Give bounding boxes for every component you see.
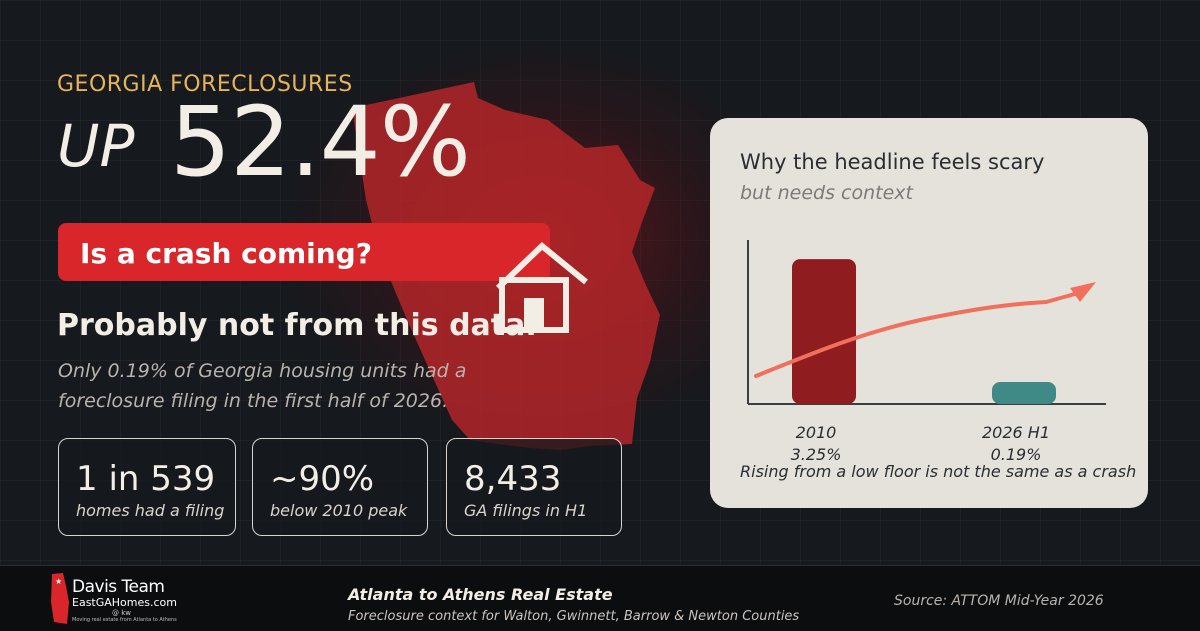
- logo-georgia-icon: ★: [51, 573, 69, 624]
- context-panel: Why the headline feels scary but needs c…: [710, 118, 1148, 508]
- stat-card-peak-comparison: ~90% below 2010 peak: [252, 438, 428, 536]
- footer-bar: [0, 565, 1200, 631]
- stat-card-filings-count: 8,433 GA filings in H1: [446, 438, 622, 536]
- chart-trend-line: [754, 300, 1048, 378]
- stat-value: 8,433: [464, 459, 562, 499]
- logo-name: Davis Team: [72, 577, 165, 597]
- stat-value: ~90%: [270, 459, 375, 499]
- stat-label: below 2010 peak: [270, 501, 408, 520]
- stat-label: homes had a filing: [76, 501, 225, 520]
- chart-value-label: 3.25%: [791, 445, 842, 464]
- stat-card-filing-rate: 1 in 539 homes had a filing: [58, 438, 236, 536]
- chart-bar-2010: [792, 259, 856, 404]
- house-outline-icon: [496, 241, 588, 333]
- chart-category-label: 2010: [796, 423, 837, 442]
- chart-value-label: 0.19%: [991, 445, 1042, 464]
- footer-subtitle: Foreclosure context for Walton, Gwinnett…: [348, 609, 800, 624]
- context-text: Only 0.19% of Georgia housing units had …: [58, 360, 467, 412]
- up-label: UP: [57, 112, 135, 180]
- answer-heading: Probably not from this data.: [57, 308, 537, 343]
- stat-value: 1 in 539: [76, 459, 216, 499]
- panel-title: Why the headline feels scary: [740, 150, 1045, 174]
- logo-brokerage: @ kw: [112, 609, 132, 617]
- stat-label: GA filings in H1: [464, 501, 588, 520]
- chart-bar-2026-h1: [992, 382, 1056, 404]
- source-credit: Source: ATTOM Mid-Year 2026: [894, 593, 1104, 609]
- question-banner: Is a crash coming?: [58, 223, 550, 281]
- footer-title: Atlanta to Athens Real Estate: [348, 585, 613, 604]
- logo-site: EastGAHomes.com: [72, 596, 177, 609]
- increase-percent: 52.4%: [170, 86, 471, 198]
- panel-subtitle: but needs context: [740, 182, 913, 204]
- comparison-chart: 2010 3.25% 2026 H1 0.19%: [747, 240, 1106, 464]
- headline-kicker: GEORGIA FORECLOSURES: [57, 72, 353, 97]
- logo-tagline: Moving real estate from Atlanta to Athen…: [72, 617, 177, 623]
- chart-trend-line-end: [1044, 290, 1084, 304]
- svg-text:★: ★: [55, 577, 62, 586]
- panel-caption: Rising from a low floor is not the same …: [740, 462, 1137, 481]
- chart-category-label: 2026 H1: [982, 423, 1050, 442]
- question-banner-text: Is a crash coming?: [80, 237, 372, 270]
